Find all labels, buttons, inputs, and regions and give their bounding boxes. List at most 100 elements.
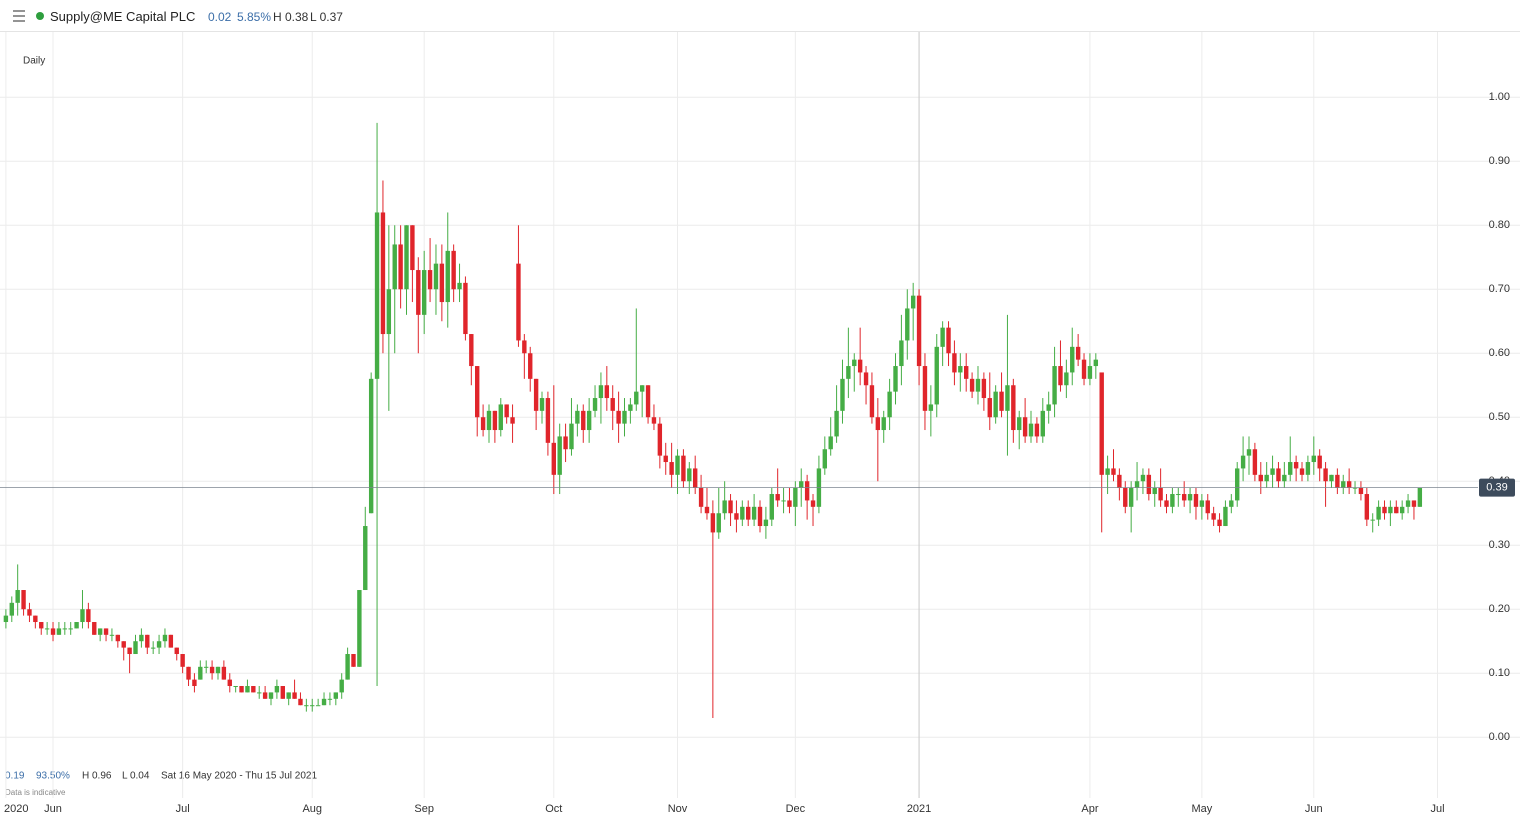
candle-body <box>486 410 492 431</box>
candle-body <box>127 647 132 655</box>
candle-body <box>168 634 174 648</box>
candle-body <box>1075 346 1081 360</box>
x-tick-label: 2020 <box>4 803 28 815</box>
candle-body <box>1411 500 1417 507</box>
candle-body <box>68 628 73 630</box>
candle-body <box>657 423 663 456</box>
candle-body <box>875 417 881 431</box>
candle-body <box>221 666 227 680</box>
candle-body <box>1211 513 1216 520</box>
candle-body <box>1005 385 1010 411</box>
candle-body <box>846 366 851 379</box>
candle-body <box>916 295 922 367</box>
candle-body <box>1417 487 1423 507</box>
candle-body <box>333 692 339 699</box>
candle-body <box>675 455 680 475</box>
candle-body <box>1087 366 1093 379</box>
candle-body <box>551 442 556 475</box>
x-tick-label: Jul <box>176 803 190 815</box>
candle-body <box>1040 410 1045 437</box>
menu-icon[interactable] <box>12 10 26 22</box>
candle-body <box>39 622 44 629</box>
candle-body <box>1317 455 1322 469</box>
candle-body <box>1022 417 1028 437</box>
x-tick-label: Jun <box>44 803 62 815</box>
candle-body <box>1064 372 1069 386</box>
candle-body <box>598 385 604 399</box>
candle-body <box>1235 468 1240 501</box>
candle-body <box>421 270 427 315</box>
candle-body <box>1341 481 1346 488</box>
candle-body <box>522 340 527 354</box>
candle-body <box>368 378 374 514</box>
candle-body <box>498 404 503 431</box>
low: L 0.37 <box>310 10 343 24</box>
candle-body <box>292 692 297 699</box>
candle-body <box>133 641 138 655</box>
candle-body <box>357 590 362 667</box>
candle-body <box>1335 474 1340 488</box>
candle-body <box>1246 449 1252 456</box>
candle-body <box>109 634 115 636</box>
candle-body <box>351 654 356 667</box>
candle-body <box>905 308 910 341</box>
candle-body <box>1181 494 1187 501</box>
candle-body <box>1329 474 1334 482</box>
candle-body <box>286 692 291 699</box>
candle-body <box>751 506 757 520</box>
candle-body <box>740 506 745 520</box>
candle-body <box>1382 506 1387 514</box>
candle-body <box>1405 500 1411 507</box>
instrument-title: Supply@ME Capital PLC <box>50 9 196 24</box>
candle-body <box>704 506 710 514</box>
candle-body <box>469 334 474 367</box>
candle-body <box>416 270 421 315</box>
x-tick-label: Apr <box>1081 803 1098 815</box>
y-tick-label: 0.30 <box>1489 539 1510 551</box>
candle-body <box>1117 474 1122 488</box>
candle-body <box>881 417 886 431</box>
candle-body <box>1229 500 1234 507</box>
candle-body <box>1282 474 1287 482</box>
candle-body <box>1111 468 1116 475</box>
candle-body <box>763 519 769 527</box>
candle-body <box>616 410 621 424</box>
candle-body <box>1152 487 1157 495</box>
candle-body <box>528 353 533 379</box>
footer-range: Sat 16 May 2020 - Thu 15 Jul 2021 <box>161 771 317 782</box>
candle-body <box>1399 506 1405 514</box>
candle-body <box>746 506 751 520</box>
y-tick-label: 0.90 <box>1489 155 1510 167</box>
candle-body <box>56 628 62 635</box>
candle-body <box>1140 474 1146 482</box>
candle-body <box>1081 359 1087 379</box>
candle-body <box>386 289 392 335</box>
candle-body <box>799 481 804 488</box>
candle-body <box>1252 449 1258 475</box>
candle-body <box>86 609 91 623</box>
change-pct: 5.85% <box>237 10 272 24</box>
candle-body <box>840 378 845 411</box>
candle-body <box>204 666 209 668</box>
candle-body <box>245 686 250 693</box>
candle-body <box>1276 468 1281 482</box>
candle-body <box>1293 462 1299 469</box>
candle-body <box>952 353 957 373</box>
last-price-label: 0.39 <box>1486 482 1507 494</box>
last-price-badge <box>1479 478 1515 497</box>
candle-body <box>121 641 126 648</box>
candle-body <box>1123 487 1128 507</box>
candle-body <box>563 436 568 450</box>
candle-body <box>504 404 509 418</box>
x-tick-label: Sep <box>414 803 434 815</box>
candle-body <box>298 698 303 706</box>
candle-body <box>475 366 480 418</box>
candle-body <box>533 378 539 411</box>
footer-high: H 0.96 <box>82 771 112 782</box>
candle-body <box>209 666 215 674</box>
candle-body <box>710 513 716 533</box>
candle-body <box>215 666 221 674</box>
candle-body <box>592 398 598 411</box>
candle-body <box>345 654 350 680</box>
candle-body <box>987 398 992 418</box>
